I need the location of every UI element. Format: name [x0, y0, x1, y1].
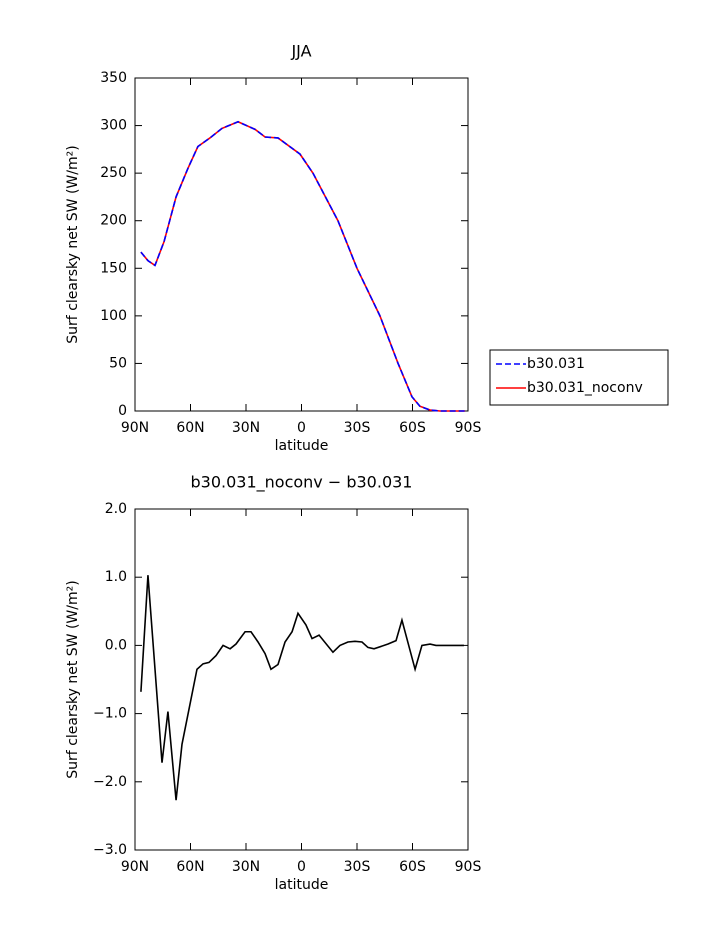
plot-frame [134, 508, 469, 851]
chart-title: JJA [290, 42, 311, 61]
y-tick-label: 150 [100, 260, 127, 276]
legend-label: b30.031 [527, 356, 585, 372]
x-tick-label: 90N [121, 859, 149, 875]
x-tick-label: 0 [297, 859, 306, 875]
y-tick-label: 200 [100, 213, 127, 229]
y-tick-label: 250 [100, 165, 127, 181]
x-tick-label: 30S [344, 420, 371, 436]
x-tick-label: 90S [455, 420, 482, 436]
plot-frame [134, 77, 469, 412]
y-tick-label: −3.0 [93, 842, 127, 858]
series-line [140, 120, 466, 412]
y-tick-label: 300 [100, 118, 127, 134]
x-axis-label: latitude [275, 438, 329, 454]
x-tick-label: 30N [232, 859, 260, 875]
x-axis-label: latitude [275, 877, 329, 893]
y-axis-label: Surf clearsky net SW (W/m²) [65, 145, 81, 343]
y-tick-label: −2.0 [93, 774, 127, 790]
x-tick-label: 60N [176, 859, 204, 875]
chart-title: b30.031_noconv − b30.031 [191, 473, 413, 493]
x-tick-label: 90S [455, 859, 482, 875]
y-tick-label: 2.0 [105, 501, 127, 517]
y-tick-label: 100 [100, 308, 127, 324]
x-tick-label: 30S [344, 859, 371, 875]
y-tick-label: 1.0 [105, 569, 127, 585]
legend-box [489, 349, 669, 406]
x-tick-label: 30N [232, 420, 260, 436]
y-tick-label: 0.0 [105, 637, 127, 653]
y-tick-label: 350 [100, 70, 127, 86]
legend-label: b30.031_noconv [527, 380, 643, 396]
series-line [140, 575, 464, 801]
y-tick-label: 0 [118, 403, 127, 419]
series-line [140, 120, 466, 412]
x-tick-label: 90N [121, 420, 149, 436]
y-axis-label: Surf clearsky net SW (W/m²) [65, 580, 81, 778]
x-tick-label: 60N [176, 420, 204, 436]
y-tick-label: 50 [109, 355, 127, 371]
x-tick-label: 60S [399, 420, 426, 436]
x-tick-label: 0 [297, 420, 306, 436]
y-tick-label: −1.0 [93, 706, 127, 722]
x-tick-label: 60S [399, 859, 426, 875]
